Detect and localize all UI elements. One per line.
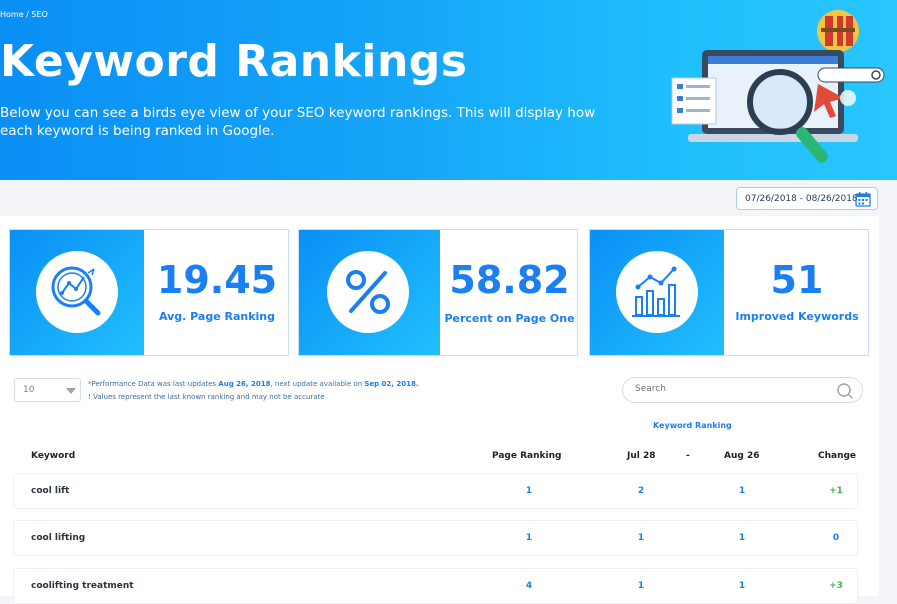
stat-label: Improved Keywords: [735, 310, 859, 323]
table-row[interactable]: cool lift 1 2 1 +1: [13, 473, 858, 509]
column-header-separator: -: [686, 451, 690, 461]
page-ranking-cell: 1: [525, 533, 533, 543]
keyword-cell: cool lift: [31, 486, 70, 496]
column-header-to-date[interactable]: Aug 26: [724, 451, 760, 461]
change-cell: +3: [829, 581, 843, 591]
to-rank-cell: 1: [738, 486, 746, 496]
keyword-cell: cool lifting: [31, 533, 86, 543]
hero-banner: Home / SEO Keyword Rankings Below you ca…: [0, 0, 897, 180]
stat-icon-box: [10, 230, 144, 355]
stat-value: 19.45: [156, 258, 278, 302]
stat-icon-box: [299, 230, 440, 355]
breadcrumb[interactable]: Home / SEO: [0, 10, 48, 19]
column-header-page-ranking[interactable]: Page Ranking: [492, 451, 562, 461]
per-page-value: 10: [23, 385, 35, 395]
keyword-cell: coolifting treatment: [31, 581, 134, 591]
stat-icon-box: [590, 230, 724, 355]
date-range-picker[interactable]: 07/26/2018 - 08/26/2018: [736, 187, 878, 210]
performance-note: *Performance Data was last updates Aug 2…: [88, 380, 419, 388]
change-cell: +1: [829, 486, 843, 496]
percent-icon: [346, 270, 390, 314]
page-ranking-cell: 4: [525, 581, 533, 591]
accuracy-note: ! Values represent the last known rankin…: [88, 393, 325, 401]
stat-label: Avg. Page Ranking: [158, 310, 276, 323]
to-rank-cell: 1: [738, 533, 746, 543]
keyword-ranking-group-header: Keyword Ranking: [653, 421, 732, 430]
page-description: Below you can see a birds eye view of yo…: [0, 105, 596, 139]
seo-illustration-icon: [671, 50, 885, 163]
per-page-select[interactable]: 10: [14, 378, 81, 402]
avatar[interactable]: [817, 10, 859, 52]
column-header-change[interactable]: Change: [818, 451, 857, 461]
date-range-text: 07/26/2018 - 08/26/2018: [745, 194, 858, 204]
stat-value: 51: [770, 258, 824, 302]
column-header-keyword[interactable]: Keyword: [31, 451, 76, 461]
analytics-magnifier-icon: [51, 266, 101, 316]
table-row[interactable]: coolifting treatment 4 1 1 +3: [13, 568, 858, 604]
avatar-image: [817, 10, 859, 52]
table-row[interactable]: cool lifting 1 1 1 0: [13, 520, 858, 556]
calendar-icon[interactable]: [855, 191, 871, 207]
bar-chart-icon: [632, 266, 680, 317]
stat-card-improved-keywords: 51 Improved Keywords: [589, 229, 869, 356]
stat-value: 58.82: [449, 258, 570, 302]
from-rank-cell: 1: [637, 533, 645, 543]
chevron-down-icon: [66, 388, 76, 394]
change-cell: 0: [832, 533, 840, 543]
search-input[interactable]: [635, 384, 825, 394]
stat-label: Percent on Page One: [444, 312, 575, 325]
from-rank-cell: 2: [637, 486, 645, 496]
column-header-from-date[interactable]: Jul 28: [627, 451, 656, 461]
search-box[interactable]: [622, 377, 863, 403]
stat-card-percent-page-one: 58.82 Percent on Page One: [298, 229, 578, 356]
to-rank-cell: 1: [738, 581, 746, 591]
search-icon[interactable]: [836, 382, 854, 400]
page-ranking-cell: 1: [525, 486, 533, 496]
from-rank-cell: 1: [637, 581, 645, 591]
page-title: Keyword Rankings: [0, 36, 468, 87]
stat-card-avg-page-ranking: 19.45 Avg. Page Ranking: [9, 229, 289, 356]
